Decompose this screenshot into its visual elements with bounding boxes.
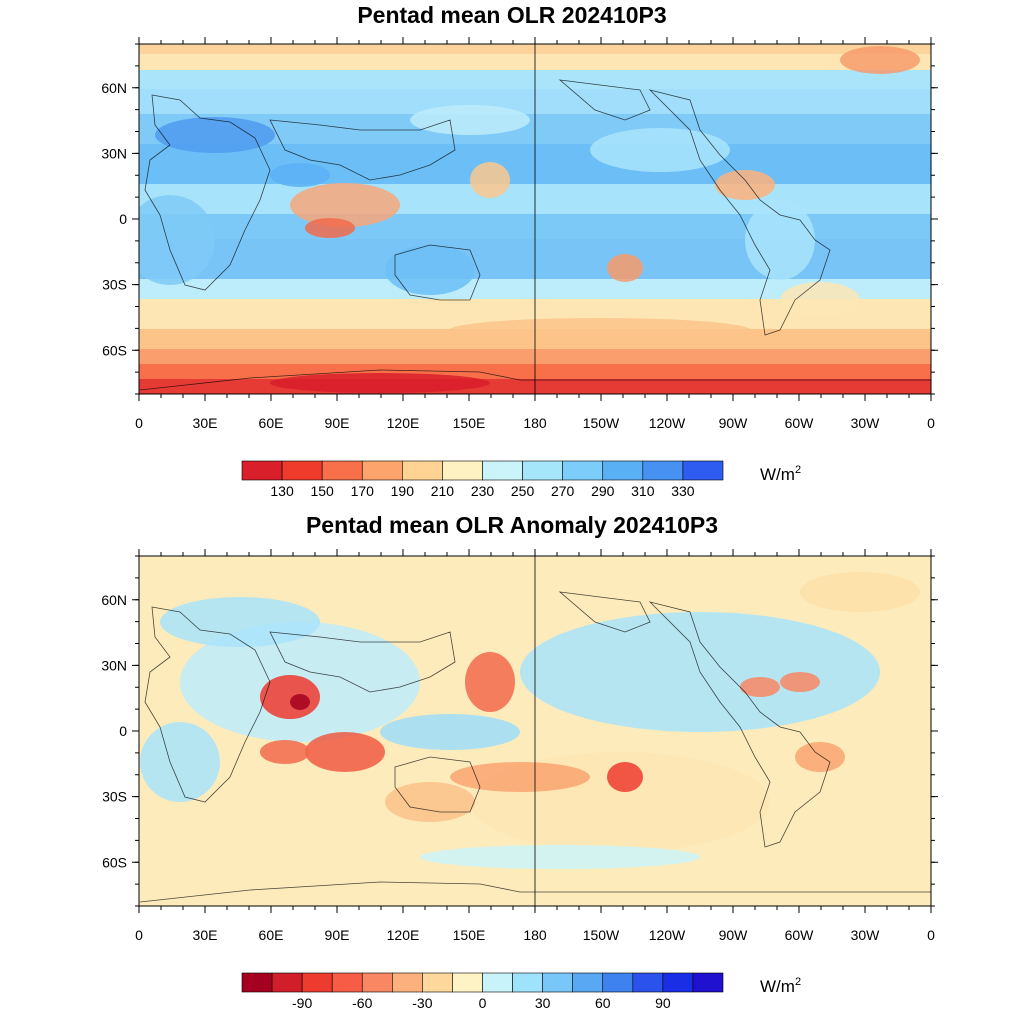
colorbar-label: 90 xyxy=(655,995,671,1011)
olr-anomaly-colorbar: -90 -60 -30 0 30 60 90 W/m2 xyxy=(241,972,801,1011)
colorbar-swatch xyxy=(682,460,724,481)
colorbar-swatch xyxy=(662,972,694,993)
panel-1-title: Pentad mean OLR 202410P3 xyxy=(357,2,667,28)
colorbar-label: 30 xyxy=(535,995,551,1011)
colorbar-swatch xyxy=(241,972,273,993)
x-tick-label: 60W xyxy=(785,927,815,943)
x-tick-label: 0 xyxy=(135,927,143,943)
x-tick-label: 60E xyxy=(259,415,284,431)
y-tick-label: 60S xyxy=(102,854,127,870)
x-tick-label: 0 xyxy=(135,415,143,431)
x-tick-label: 30W xyxy=(851,415,881,431)
colorbar-swatch xyxy=(241,460,283,481)
colorbar-swatch xyxy=(522,460,563,481)
y-tick-label: 60N xyxy=(101,592,127,608)
x-tick-label: 120E xyxy=(387,927,420,943)
x-tick-label: 0 xyxy=(927,927,935,943)
x-tick-label: 90E xyxy=(325,927,350,943)
colorbar-swatch xyxy=(301,972,333,993)
colorbar-swatch xyxy=(361,972,393,993)
olr-map: 0 30E 60E 90E 120E 150E 180 150W 120W 90W 60W 30W 0 6… xyxy=(101,37,938,431)
units-exponent: 2 xyxy=(795,464,801,476)
colorbar-label: 150 xyxy=(310,483,334,499)
x-tick-label: 30E xyxy=(193,415,218,431)
x-tick-label: 30E xyxy=(193,927,218,943)
colorbar-label: 230 xyxy=(471,483,495,499)
y-tick-label: 30N xyxy=(101,145,127,161)
panel-2-title: Pentad mean OLR Anomaly 202410P3 xyxy=(305,512,719,538)
x-tick-label: 120W xyxy=(649,415,686,431)
units-label: W/m2 xyxy=(760,464,801,484)
y-tick-label: 0 xyxy=(119,211,127,227)
colorbar-swatch xyxy=(692,972,724,993)
colorbar-label: 270 xyxy=(551,483,575,499)
colorbar-swatch xyxy=(482,460,523,481)
x-tick-label: 60W xyxy=(785,415,815,431)
colorbar-swatch xyxy=(361,460,403,481)
x-tick-label: 180 xyxy=(523,927,547,943)
colorbar-label: 130 xyxy=(270,483,294,499)
x-tick-label: 150E xyxy=(453,415,486,431)
colorbar-label: 190 xyxy=(391,483,415,499)
y-tick-label: 0 xyxy=(119,723,127,739)
colorbar-label: 60 xyxy=(595,995,611,1011)
colorbar-swatch xyxy=(452,972,483,993)
colorbar-label: 290 xyxy=(591,483,615,499)
colorbar-swatch xyxy=(321,460,363,481)
x-tick-label: 30W xyxy=(851,927,881,943)
colorbar-label: 330 xyxy=(671,483,695,499)
colorbar-label: 0 xyxy=(479,995,487,1011)
x-tick-label: 60E xyxy=(259,927,284,943)
colorbar-swatch xyxy=(402,460,443,481)
x-tick-label: 180 xyxy=(523,415,547,431)
colorbar-swatch xyxy=(442,460,483,481)
colorbar-swatch xyxy=(632,972,664,993)
colorbar-swatch xyxy=(482,972,513,993)
y-tick-label: 30N xyxy=(101,657,127,673)
colorbar-label: -60 xyxy=(352,995,372,1011)
y-tick-label: 60N xyxy=(101,80,127,96)
colorbar-swatch xyxy=(422,972,453,993)
x-tick-label: 150W xyxy=(583,415,620,431)
colorbar-swatch xyxy=(562,460,604,481)
colorbar-swatch xyxy=(271,972,303,993)
colorbar-label: -90 xyxy=(292,995,312,1011)
colorbar-swatch xyxy=(602,460,644,481)
y-tick-label: 30S xyxy=(102,789,127,805)
colorbar-label: 310 xyxy=(631,483,655,499)
units-exponent: 2 xyxy=(795,976,801,988)
x-tick-label: 0 xyxy=(927,415,935,431)
colorbar-swatch xyxy=(642,460,684,481)
colorbar-label: 250 xyxy=(511,483,535,499)
olr-colorbar: 130 150 170 190 210 230 250 270 290 310 330 W/m2 xyxy=(241,460,801,499)
colorbar-swatch xyxy=(602,972,634,993)
colorbar-swatch xyxy=(392,972,423,993)
x-tick-label: 120E xyxy=(387,415,420,431)
x-tick-label: 90E xyxy=(325,415,350,431)
x-tick-label: 150E xyxy=(453,927,486,943)
colorbar-swatch xyxy=(572,972,604,993)
colorbar-label: 210 xyxy=(431,483,455,499)
x-tick-label: 90W xyxy=(719,927,749,943)
colorbar-swatch xyxy=(542,972,573,993)
x-tick-label: 150W xyxy=(583,927,620,943)
units-label: W/m2 xyxy=(760,976,801,996)
colorbar-swatch xyxy=(512,972,543,993)
x-tick-label: 90W xyxy=(719,415,749,431)
y-tick-label: 30S xyxy=(102,277,127,293)
x-tick-label: 120W xyxy=(649,927,686,943)
colorbar-label: -30 xyxy=(412,995,432,1011)
olr-anomaly-map: 0 30E 60E 90E 120E 150E 180 150W 120W 90W 60W 30W 0 6… xyxy=(101,549,938,943)
y-tick-label: 60S xyxy=(102,342,127,358)
colorbar-swatch xyxy=(331,972,363,993)
colorbar-swatch xyxy=(281,460,323,481)
colorbar-label: 170 xyxy=(351,483,375,499)
